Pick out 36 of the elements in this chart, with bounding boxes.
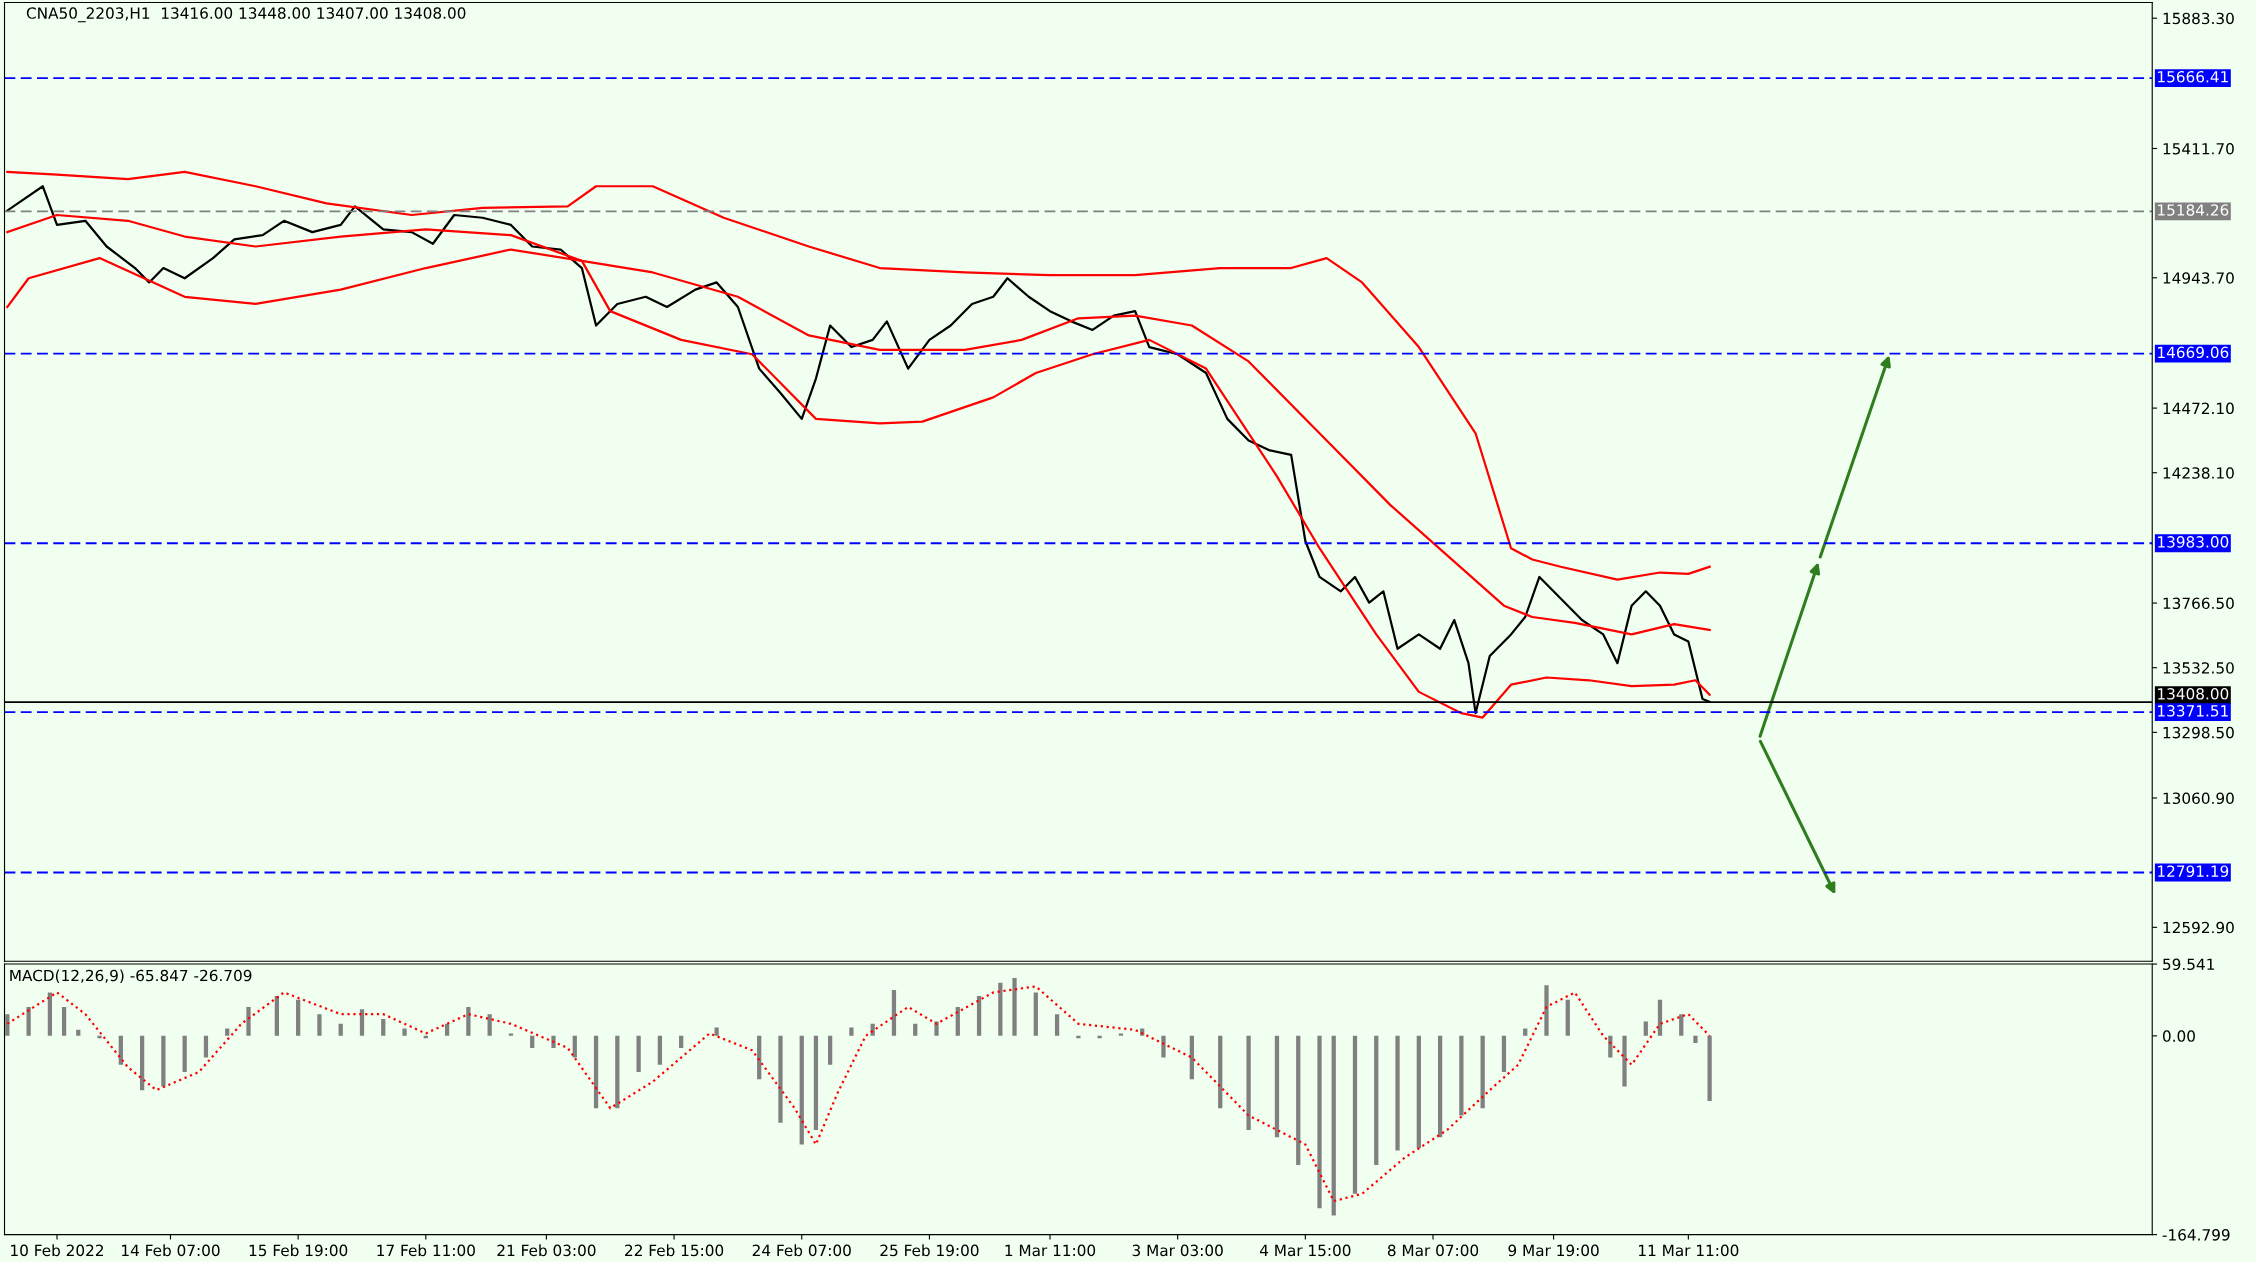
- x-tick-label: 21 Feb 03:00: [497, 1244, 596, 1257]
- ref-line-label: 13371.51: [2158, 705, 2228, 717]
- x-tick-label: 10 Feb 2022: [11, 1244, 104, 1257]
- x-tick-label: 24 Feb 07:00: [752, 1244, 851, 1257]
- y-tick-label: 0.00: [2162, 1030, 2195, 1042]
- annotation: MACD(12,26,9) -65.847 -26.709: [10, 969, 252, 984]
- y-tick-label: 59.541: [2163, 958, 2214, 971]
- x-tick-label: 3 Mar 03:00: [1132, 1244, 1223, 1257]
- y-tick-label: 12592.90: [2163, 921, 2234, 934]
- ref-line-label: 13408.00: [2158, 688, 2229, 700]
- x-tick-label: 25 Feb 19:00: [880, 1244, 979, 1257]
- ref-line-label: 15666.41: [2158, 70, 2228, 83]
- y-tick-label: 13532.50: [2163, 662, 2234, 674]
- chart-title: CNA50_2203,H1 13416.00 13448.00 13407.00 13408.00: [26, 7, 466, 23]
- y-tick-label: 14238.10: [2163, 467, 2234, 479]
- x-tick-label: 8 Mar 07:00: [1387, 1244, 1479, 1257]
- y-tick-label: 13060.90: [2163, 792, 2234, 805]
- y-tick-label: 13766.50: [2163, 597, 2234, 610]
- ref-line-label: 12791.19: [2158, 865, 2229, 877]
- ref-line-label: 13983.00: [2158, 536, 2229, 548]
- x-tick-label: 22 Feb 15:00: [625, 1244, 724, 1257]
- x-tick-label: 1 Mar 11:00: [1005, 1244, 1096, 1257]
- ref-line-label: 14669.06: [2158, 346, 2229, 359]
- x-tick-label: 14 Feb 07:00: [122, 1244, 220, 1257]
- y-tick-label: 14943.70: [2163, 272, 2234, 284]
- x-tick-label: 15 Feb 19:00: [249, 1244, 348, 1257]
- x-tick-label: 17 Feb 11:00: [377, 1244, 475, 1257]
- x-tick-label: 9 Mar 19:00: [1508, 1244, 1599, 1257]
- y-tick-label: -164.799: [2162, 1229, 2230, 1241]
- x-tick-label: 11 Mar 11:00: [1639, 1244, 1739, 1257]
- y-tick-label: 15411.70: [2163, 142, 2234, 155]
- x-tick-label: 4 Mar 15:00: [1259, 1244, 1351, 1257]
- ref-line-label: 15184.26: [2158, 204, 2229, 216]
- y-tick-label: 14472.10: [2163, 402, 2234, 415]
- y-tick-label: 15883.30: [2163, 12, 2234, 25]
- y-tick-label: 13298.50: [2163, 726, 2234, 739]
